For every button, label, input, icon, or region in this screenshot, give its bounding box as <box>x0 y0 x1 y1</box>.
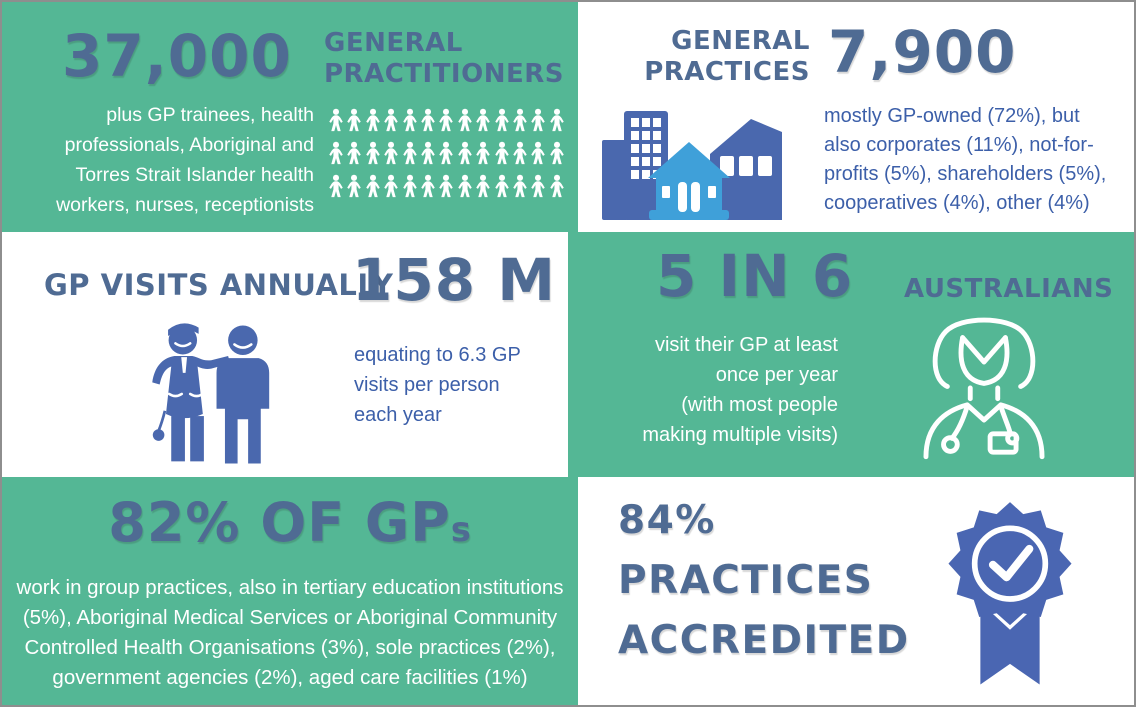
doctor-outline-icon <box>923 317 1045 460</box>
person-icon <box>421 174 435 198</box>
person-icon <box>439 174 454 198</box>
visits-description: equating to 6.3 GP visits per person each … <box>354 344 521 426</box>
person-icon <box>476 108 490 132</box>
person-icon <box>513 174 527 198</box>
person-icon <box>384 174 398 198</box>
australians-title: AUSTRALIANS <box>904 274 1114 304</box>
person-icon <box>421 108 435 132</box>
person-icon <box>531 174 546 198</box>
person-icon <box>366 108 380 132</box>
person-icon <box>549 141 564 165</box>
gp-description: plus GP trainees, health professionals, A… <box>56 104 314 216</box>
panel-gp-visits: GP VISITS ANNUALLY 158 M equatin <box>2 232 568 477</box>
stat-suffix: s <box>450 510 472 549</box>
person-icon <box>494 141 509 165</box>
person-icon <box>494 108 509 132</box>
practices-count-stat: 7,900 <box>828 18 1017 86</box>
person-icon <box>347 108 362 132</box>
person-icon <box>494 174 509 198</box>
doctor-and-patient-icon <box>152 323 270 464</box>
person-icon <box>457 108 472 132</box>
visits-title: GP VISITS ANNUALLY <box>44 268 394 302</box>
panel-group-practices: 82% OF GPs work in group practices, also… <box>2 477 578 705</box>
person-icon <box>402 108 417 132</box>
person-icon <box>329 108 343 132</box>
panel-australians: 5 IN 6 AUSTRALIANS visit their GP at lea… <box>568 232 1134 477</box>
panel-general-practices: GENERAL PRACTICES 7,900 <box>578 2 1134 232</box>
group-practices-stat: 82% OF GPs <box>108 491 472 554</box>
panel-accredited: 84% PRACTICES ACCREDITED <box>578 477 1134 705</box>
buildings-icon <box>602 111 782 220</box>
person-icon <box>347 174 362 198</box>
person-icon <box>513 141 527 165</box>
person-icon <box>457 141 472 165</box>
person-icon <box>347 141 362 165</box>
panel-general-practitioners: 37,000 GENERAL PRACTITIONERS plus GP trai… <box>2 2 578 232</box>
accredited-line2: PRACTICES <box>618 558 874 603</box>
person-icon <box>549 108 564 132</box>
person-icon <box>329 141 343 165</box>
person-icon <box>384 108 398 132</box>
visits-count-stat: 158 M <box>352 246 556 314</box>
person-icon <box>366 174 380 198</box>
person-icon <box>402 174 417 198</box>
australians-description: visit their GP at least once per year (wit… <box>642 334 838 446</box>
accredited-line3: ACCREDITED <box>618 618 910 663</box>
gp-title: GENERAL PRACTITIONERS <box>324 28 564 89</box>
person-icon <box>457 174 472 198</box>
person-icon <box>549 174 564 198</box>
australians-ratio-stat: 5 IN 6 <box>656 242 854 310</box>
person-icon <box>476 174 490 198</box>
person-icon <box>384 141 398 165</box>
accredited-percent: 84% <box>618 498 716 543</box>
practices-title: GENERAL PRACTICES <box>644 26 810 87</box>
person-icon <box>531 108 546 132</box>
person-icon <box>439 141 454 165</box>
person-icon <box>366 141 380 165</box>
person-icon <box>531 141 546 165</box>
accredited-stat-block: 84% PRACTICES ACCREDITED <box>618 491 910 671</box>
person-icon <box>421 141 435 165</box>
person-icon <box>402 141 417 165</box>
award-ribbon-badge-icon <box>948 502 1072 685</box>
people-grid-icon <box>328 108 568 198</box>
practices-description: mostly GP-owned (72%), but also corporate… <box>824 105 1107 214</box>
group-practices-description: work in group practices, also in tertiar… <box>16 576 564 689</box>
person-icon <box>476 141 490 165</box>
person-icon <box>513 108 527 132</box>
gp-count-stat: 37,000 <box>62 22 292 90</box>
person-icon <box>439 108 454 132</box>
person-icon <box>329 174 343 198</box>
